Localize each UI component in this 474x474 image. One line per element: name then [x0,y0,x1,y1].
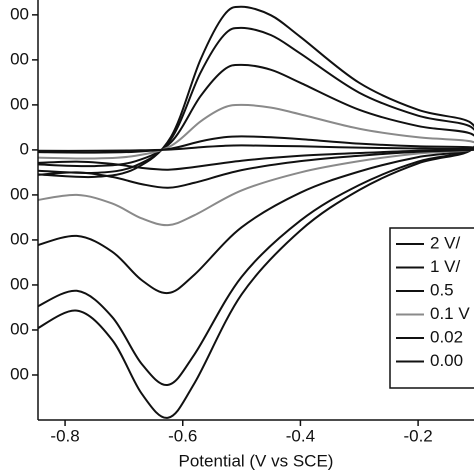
y-tick-label: 00 [10,319,29,338]
cv-curve [38,26,474,386]
legend-label: 0.02 [430,327,463,346]
legend-label: 1 V/ [430,257,461,276]
cv-curve [38,5,474,419]
x-tick-label: -0.8 [50,426,79,445]
plot-area [38,5,474,419]
y-tick-label: 0 [20,139,29,158]
legend-label: 2 V/ [430,233,461,252]
cv-curve [38,135,474,189]
y-tick-label: 00 [10,49,29,68]
y-tick-label: 00 [10,184,29,203]
x-tick-label: -0.6 [168,426,197,445]
cv-curve [38,103,474,227]
y-tick-label: 00 [10,364,29,383]
cv-curve [38,144,474,171]
legend-label: 0.1 V [430,304,470,323]
y-tick-label: 00 [10,4,29,23]
x-tick-label: -0.4 [286,426,315,445]
x-axis-label: Potential (V vs SCE) [179,451,334,470]
y-tick-label: 00 [10,274,29,293]
y-tick-label: 00 [10,229,29,248]
legend-label: 0.00 [430,351,463,370]
y-tick-label: 00 [10,94,29,113]
legend-label: 0.5 [430,280,454,299]
x-tick-label: -0.2 [403,426,432,445]
cv-curve [38,63,474,295]
